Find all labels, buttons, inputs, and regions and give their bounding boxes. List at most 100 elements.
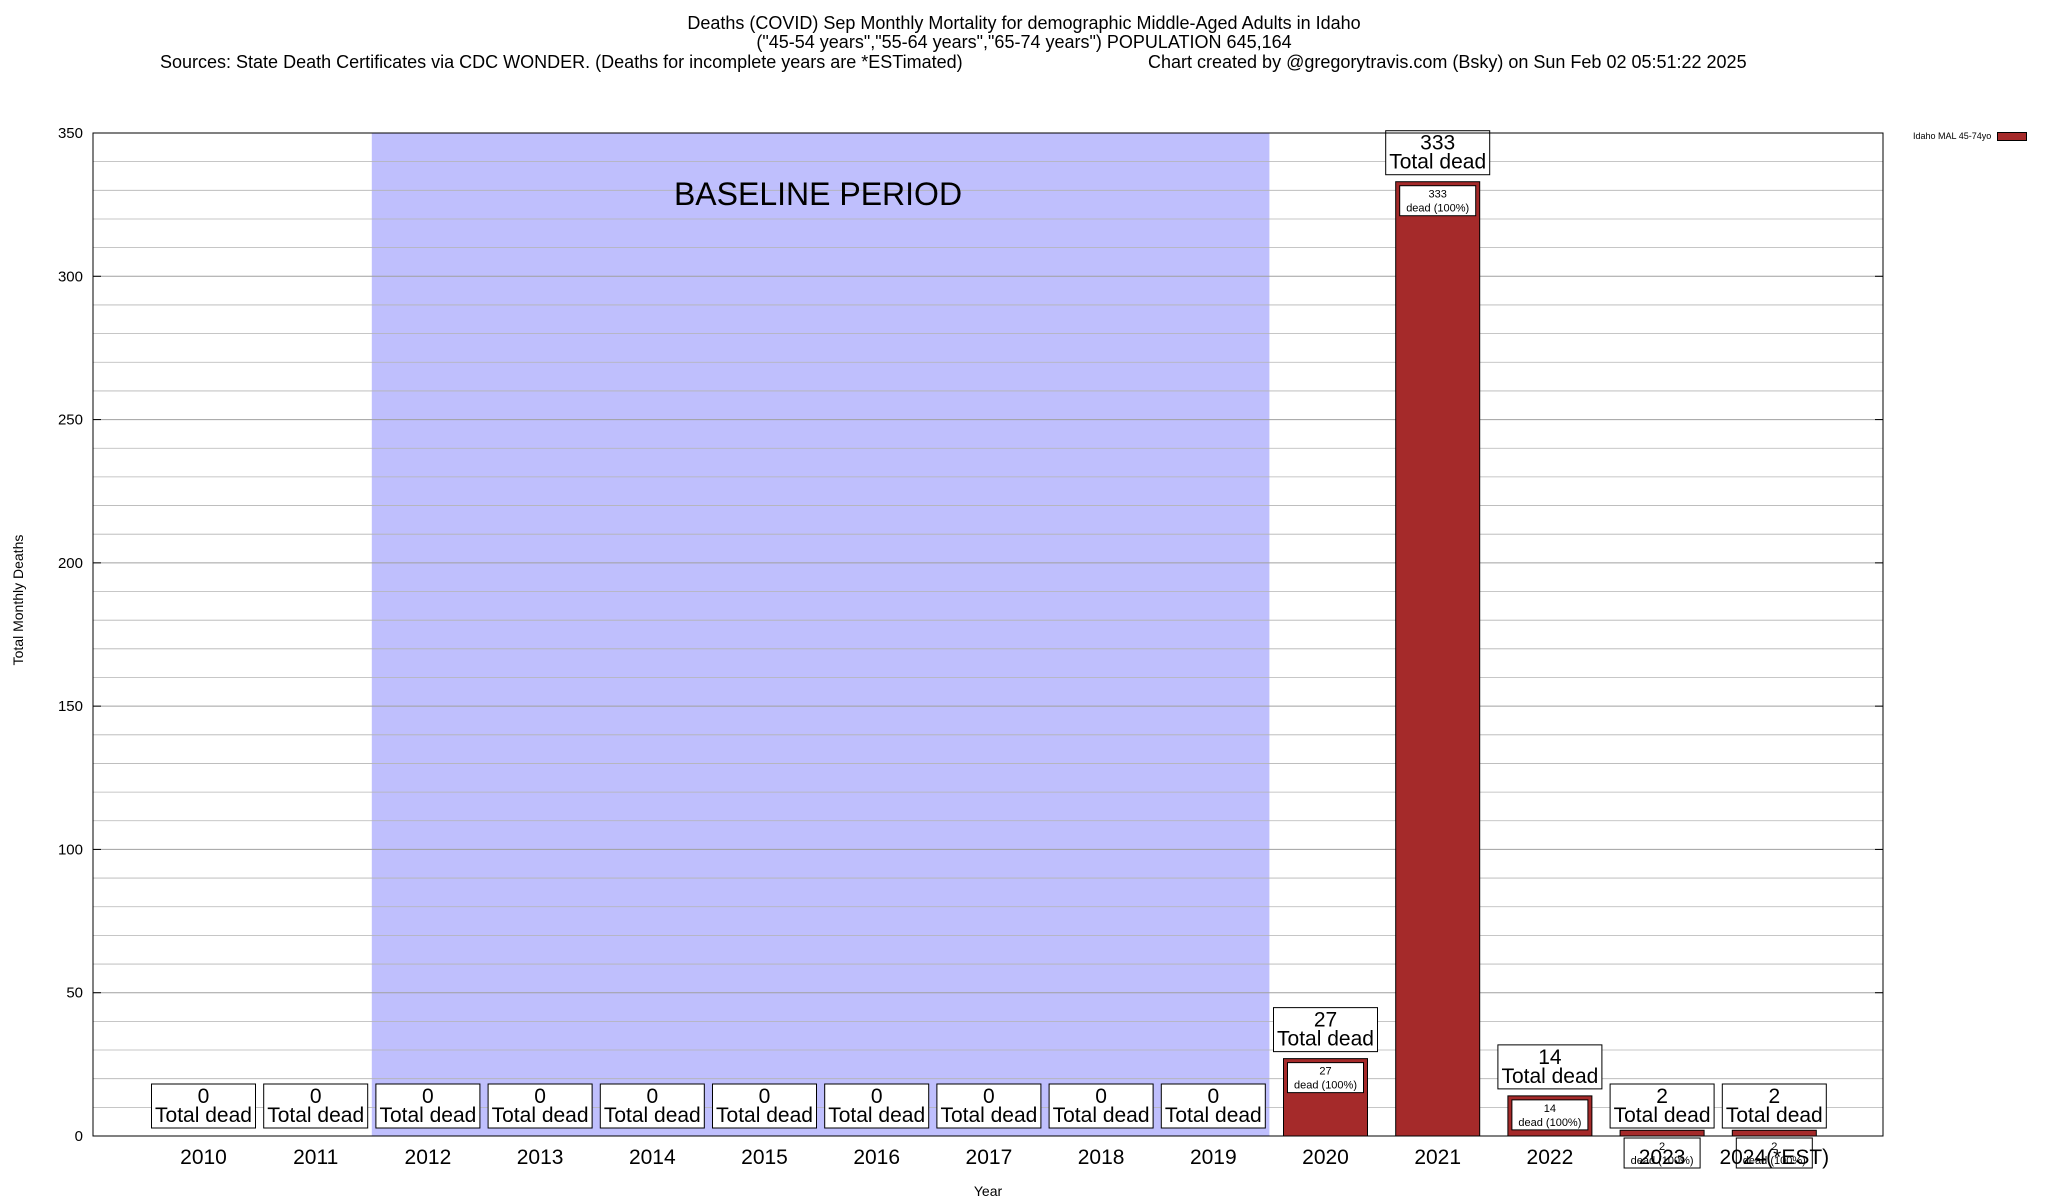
total-label-value: 14 <box>1538 1046 1562 1069</box>
total-label-text: Total dead <box>267 1104 364 1127</box>
total-label-value: 0 <box>422 1085 434 1108</box>
x-axis-label: Year <box>973 1183 1003 1199</box>
total-label-box <box>151 1083 256 1129</box>
x-tick-label: 2011 <box>293 1146 338 1169</box>
x-tick-label: 2014 <box>629 1146 676 1169</box>
total-label-box <box>1385 130 1491 176</box>
total-label-text: Total dead <box>604 1104 701 1127</box>
legend: Idaho MAL 45-74yo <box>1913 131 2028 141</box>
total-label-box <box>1160 1083 1266 1129</box>
credit-note: Chart created by @gregorytravis.com (Bsk… <box>1148 52 1747 72</box>
x-tick-label: 2023 <box>1639 1146 1686 1169</box>
total-label-value: 0 <box>534 1085 546 1108</box>
y-tick-label: 250 <box>58 412 83 429</box>
total-label-value: 333 <box>1420 132 1455 155</box>
total-label-text: Total dead <box>1165 1104 1262 1127</box>
y-tick-label: 100 <box>58 841 83 858</box>
total-label-value: 2 <box>1656 1085 1668 1108</box>
inner-label-text: dead (100%) <box>1518 1117 1581 1129</box>
baseline-period-label: BASELINE PERIOD <box>674 176 962 212</box>
total-label-text: Total dead <box>1277 1028 1374 1051</box>
inner-label-box <box>1735 1137 1813 1169</box>
title-line-2: ("45-54 years","55-64 years","65-74 year… <box>756 32 1292 52</box>
x-tick-label: 2015 <box>741 1146 788 1169</box>
total-label-text: Total dead <box>1614 1104 1711 1127</box>
y-tick-label: 150 <box>58 698 83 715</box>
total-label-value: 0 <box>1207 1085 1219 1108</box>
inner-label-value: 27 <box>1319 1066 1331 1078</box>
y-tick-label: 50 <box>66 985 83 1002</box>
total-label-box <box>375 1083 481 1129</box>
legend-swatch <box>1997 131 2028 141</box>
total-label-box <box>487 1083 593 1129</box>
total-label-box <box>599 1083 705 1129</box>
total-label-box <box>1273 1007 1378 1053</box>
inner-label-box <box>1511 1099 1589 1131</box>
x-tick-label: 2021 <box>1414 1146 1461 1169</box>
total-label-value: 0 <box>759 1085 771 1108</box>
total-label-box <box>1497 1044 1603 1090</box>
inner-label-value: 2 <box>1771 1141 1777 1153</box>
inner-label-text: dead (100%) <box>1406 203 1469 215</box>
total-label-box <box>263 1083 369 1129</box>
x-tick-label: 2019 <box>1190 1146 1237 1169</box>
inner-label-box <box>1399 185 1477 217</box>
inner-label-value: 333 <box>1429 189 1447 201</box>
total-label-box <box>824 1083 930 1129</box>
total-label-box <box>1609 1083 1715 1129</box>
total-label-text: Total dead <box>1726 1104 1823 1127</box>
title-line-1: Deaths (COVID) Sep Monthly Mortality for… <box>687 13 1361 33</box>
x-tick-label: 2016 <box>853 1146 900 1169</box>
total-label-text: Total dead <box>1053 1104 1150 1127</box>
total-label-box <box>712 1083 817 1129</box>
bar-2023 <box>1619 1129 1705 1137</box>
total-label-value: 2 <box>1768 1085 1780 1108</box>
chart-title: Deaths (COVID) Sep Monthly Mortality for… <box>0 14 2048 52</box>
total-label-value: 0 <box>310 1085 322 1108</box>
total-label-text: Total dead <box>1389 151 1486 174</box>
total-label-text: Total dead <box>379 1104 476 1127</box>
inner-label-box <box>1623 1137 1701 1169</box>
bar-2021 <box>1395 181 1481 1137</box>
total-label-value: 0 <box>1095 1085 1107 1108</box>
x-tick-label: 2012 <box>405 1146 452 1169</box>
total-label-text: Total dead <box>940 1104 1037 1127</box>
x-tick-label: 2010 <box>180 1146 227 1169</box>
x-tick-label: 2020 <box>1302 1146 1349 1169</box>
legend-label: Idaho MAL 45-74yo <box>1913 131 1992 141</box>
bar-2024(*EST) <box>1731 1129 1817 1137</box>
y-tick-label: 200 <box>58 555 83 572</box>
baseline-period-shading <box>371 133 1270 1136</box>
inner-label-text: dead (100%) <box>1631 1155 1694 1167</box>
total-label-value: 0 <box>983 1085 995 1108</box>
x-tick-label: 2024(*EST) <box>1719 1146 1829 1169</box>
total-label-box <box>1048 1083 1154 1129</box>
inner-label-box <box>1287 1062 1364 1094</box>
y-tick-label: 0 <box>75 1128 83 1145</box>
inner-label-value: 14 <box>1544 1103 1556 1115</box>
plot-frame <box>92 132 1884 1137</box>
total-label-box <box>936 1083 1042 1129</box>
total-label-text: Total dead <box>492 1104 589 1127</box>
x-tick-label: 2022 <box>1527 1146 1574 1169</box>
inner-label-value: 2 <box>1659 1141 1665 1153</box>
sources-note: Sources: State Death Certificates via CD… <box>160 52 963 72</box>
total-label-text: Total dead <box>155 1104 252 1127</box>
inner-label-text: dead (100%) <box>1743 1155 1806 1167</box>
total-label-value: 0 <box>646 1085 658 1108</box>
total-label-value: 0 <box>871 1085 883 1108</box>
total-label-text: Total dead <box>1501 1065 1598 1088</box>
y-tick-label: 300 <box>58 268 83 285</box>
x-tick-label: 2017 <box>966 1146 1013 1169</box>
total-label-text: Total dead <box>716 1104 813 1127</box>
y-axis-label: Total Monthly Deaths <box>10 534 26 666</box>
total-label-value: 0 <box>198 1085 210 1108</box>
total-label-box <box>1721 1083 1827 1129</box>
y-tick-label: 350 <box>58 125 83 142</box>
total-label-text: Total dead <box>828 1104 925 1127</box>
total-label-value: 27 <box>1314 1009 1337 1032</box>
x-tick-label: 2013 <box>517 1146 564 1169</box>
x-tick-label: 2018 <box>1078 1146 1125 1169</box>
inner-label-text: dead (100%) <box>1294 1080 1357 1092</box>
